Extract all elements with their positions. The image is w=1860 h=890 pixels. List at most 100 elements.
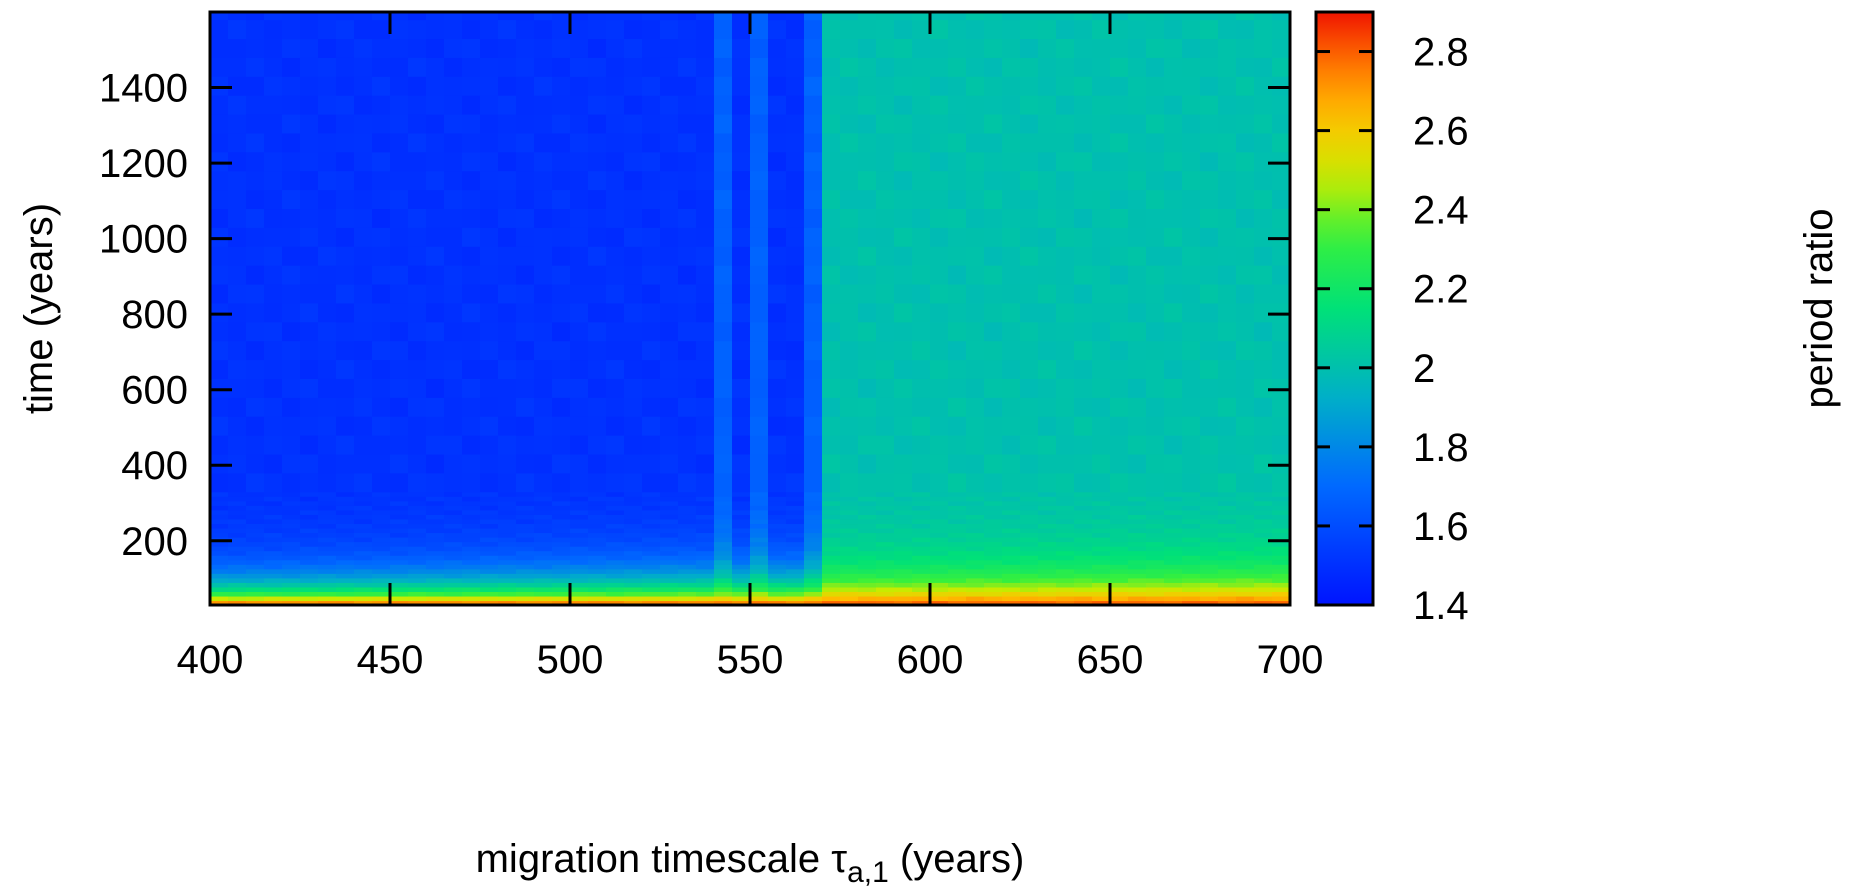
heatmap-cell	[624, 132, 643, 153]
heatmap-cell	[1056, 472, 1075, 493]
heatmap-cell	[1020, 151, 1039, 172]
heatmap-cell	[876, 514, 895, 520]
heatmap-cell	[1092, 340, 1111, 361]
heatmap-cell	[1164, 514, 1183, 520]
heatmap-cell	[768, 573, 787, 579]
heatmap-cell	[876, 189, 895, 210]
heatmap-cell	[480, 57, 499, 77]
heatmap-cell	[570, 265, 589, 285]
heatmap-cell	[948, 340, 967, 361]
heatmap-cell	[570, 595, 589, 602]
heatmap-cell	[1020, 302, 1039, 323]
heatmap-cell	[948, 170, 967, 191]
heatmap-cell	[210, 514, 229, 520]
heatmap-cell	[1254, 472, 1273, 493]
heatmap-cell	[1182, 340, 1201, 361]
heatmap-cell	[948, 500, 967, 506]
heatmap-cell	[462, 505, 481, 511]
heatmap-cell	[1236, 550, 1255, 556]
heatmap-cell	[696, 472, 715, 493]
heatmap-cell	[930, 586, 949, 593]
heatmap-cell	[462, 397, 481, 417]
heatmap-cell	[1092, 546, 1111, 552]
heatmap-cell	[1110, 537, 1129, 543]
heatmap-cell	[1164, 591, 1183, 597]
heatmap-cell	[372, 568, 391, 574]
heatmap-cell	[552, 586, 571, 593]
heatmap-cell	[822, 208, 841, 228]
heatmap-cell	[804, 12, 823, 21]
heatmap-cell	[336, 500, 355, 506]
heatmap-cell	[930, 340, 949, 361]
x-axis-title-subscript: a,1	[847, 856, 889, 889]
heatmap-cell	[624, 527, 643, 534]
heatmap-cell	[876, 265, 895, 285]
heatmap-cell	[732, 151, 751, 172]
heatmap-cell	[1110, 302, 1129, 323]
heatmap-cell	[264, 518, 283, 525]
heatmap-cell	[1002, 559, 1021, 565]
heatmap-cell	[1074, 38, 1093, 58]
heatmap-cell	[426, 559, 445, 565]
x-tick-label: 550	[717, 638, 784, 682]
heatmap-cell	[1254, 95, 1273, 115]
heatmap-cell	[1002, 573, 1021, 579]
colorbar-tick-label: 2.8	[1413, 31, 1469, 75]
heatmap-cell	[948, 435, 967, 455]
heatmap-cell	[426, 170, 445, 191]
heatmap-cell	[1200, 151, 1219, 172]
heatmap-cell	[1020, 132, 1039, 153]
heatmap-cell	[264, 582, 283, 588]
heatmap-cell	[210, 550, 229, 556]
heatmap-cell	[1236, 514, 1255, 520]
heatmap-cell	[822, 509, 841, 515]
heatmap-cell	[426, 509, 445, 515]
heatmap-cell	[894, 246, 913, 266]
heatmap-cell	[678, 397, 697, 417]
heatmap-cell	[264, 265, 283, 285]
heatmap-cell	[894, 537, 913, 543]
heatmap-cell	[1146, 38, 1165, 58]
heatmap-cell	[1218, 496, 1237, 502]
heatmap-cell	[264, 38, 283, 58]
heatmap-cell	[1146, 113, 1165, 134]
heatmap-cell	[696, 491, 715, 497]
heatmap-cell	[570, 151, 589, 172]
heatmap-cell	[858, 265, 877, 285]
heatmap-cell	[516, 559, 535, 565]
heatmap-cell	[1092, 541, 1111, 547]
heatmap-cell	[1128, 591, 1147, 597]
heatmap-cell	[534, 537, 553, 543]
heatmap-cell	[1056, 283, 1075, 304]
heatmap-cell	[480, 321, 499, 342]
heatmap-cell	[1164, 12, 1183, 21]
heatmap-cell	[876, 321, 895, 342]
heatmap-cell	[480, 19, 499, 40]
heatmap-cell	[1182, 568, 1201, 574]
heatmap-cell	[624, 472, 643, 493]
heatmap-cell	[372, 189, 391, 210]
heatmap-cell	[1056, 573, 1075, 579]
heatmap-cell	[480, 550, 499, 556]
heatmap-cell	[336, 416, 355, 436]
heatmap-cell	[1110, 496, 1129, 502]
heatmap-cell	[1146, 378, 1165, 398]
heatmap-cell	[876, 541, 895, 547]
heatmap-cell	[660, 514, 679, 520]
heatmap-cell	[660, 546, 679, 552]
x-axis: 400 450 500 550 600 650 700	[177, 12, 1323, 682]
heatmap-cell	[1110, 265, 1129, 285]
heatmap-cell	[930, 57, 949, 77]
heatmap-cell	[1038, 378, 1057, 398]
heatmap-cell	[372, 302, 391, 323]
heatmap-cell	[1038, 532, 1057, 538]
heatmap-cell	[1236, 170, 1255, 191]
heatmap-cell	[984, 550, 1003, 556]
heatmap-cell	[462, 170, 481, 191]
heatmap-cell	[210, 265, 229, 285]
heatmap-cell	[894, 591, 913, 597]
heatmap-cell	[966, 537, 985, 543]
heatmap-cell	[876, 518, 895, 525]
heatmap-cell	[570, 491, 589, 497]
heatmap-cell	[1074, 340, 1093, 361]
